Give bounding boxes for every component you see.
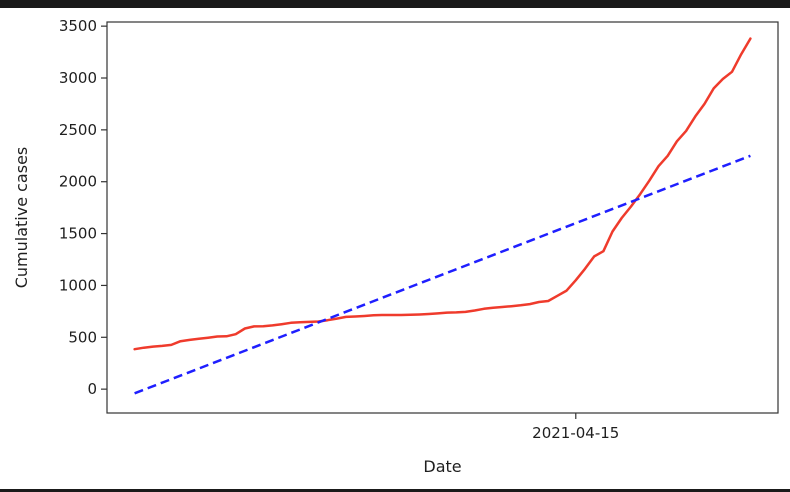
plot-area-frame — [106, 21, 779, 414]
cumulative-cases-line — [133, 37, 752, 351]
window-top-border — [0, 0, 790, 8]
y-tick-label: 2500 — [59, 121, 97, 139]
y-axis-label: Cumulative cases — [12, 147, 31, 289]
x-axis-label: Date — [423, 457, 461, 476]
y-axis-ticks: 0 500 1000 1500 2000 2500 3000 3500 — [59, 17, 107, 398]
y-tick-label: 1500 — [59, 225, 97, 243]
window-bottom-border — [0, 489, 790, 492]
x-axis-ticks: 2021-04-15 — [532, 413, 619, 442]
trend-line-dashed — [134, 154, 751, 395]
y-tick-label: 0 — [87, 380, 97, 398]
y-tick-label: 3000 — [59, 69, 97, 87]
y-tick-label: 500 — [68, 328, 97, 346]
series-layer — [133, 37, 752, 395]
x-tick-label: 2021-04-15 — [532, 424, 619, 442]
y-tick-label: 3500 — [59, 17, 97, 35]
y-tick-label: 1000 — [59, 276, 97, 294]
y-tick-label: 2000 — [59, 173, 97, 191]
